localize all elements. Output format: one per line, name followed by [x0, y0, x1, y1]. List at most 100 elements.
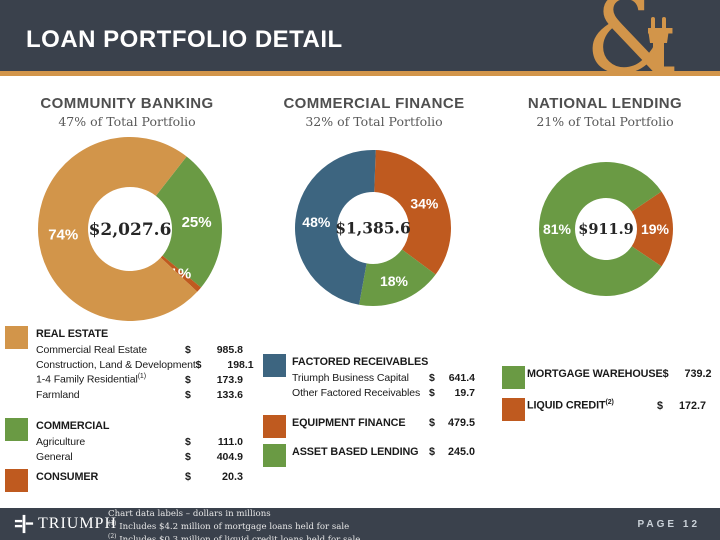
legend-group-title: MORTGAGE WAREHOUSE: [527, 367, 663, 380]
currency-symbol: $: [195, 358, 202, 371]
donut-segment-commercial: [155, 156, 222, 288]
legend-swatch-liquid-credit: [502, 398, 525, 421]
donut-center-total: $911.9: [578, 221, 634, 238]
segment-percent-label: 34%: [410, 195, 439, 211]
currency-symbol: $: [657, 399, 664, 412]
donut-center-total: $2,027.6: [89, 220, 172, 240]
legend-swatch-consumer: [5, 469, 28, 492]
legend-item-label: Agriculture: [36, 435, 86, 448]
legend-item-label: Triumph Business Capital: [292, 371, 409, 384]
footnote-marker: (2): [605, 399, 614, 407]
legend-item-value: 20.3: [221, 470, 243, 483]
legend-item-label: 1-4 Family Residential(1): [36, 373, 146, 386]
donut-segment-asset-based-lending: [359, 249, 436, 307]
triumph-cross-icon: [14, 514, 34, 534]
legend-group-consumer: CONSUMER $ 20.3: [5, 468, 245, 492]
legend-swatch-factored-receivables: [263, 354, 286, 377]
currency-symbol: $: [185, 388, 191, 401]
donut-segment-equipment-finance: [374, 150, 451, 275]
column-subtitle-community-banking: 47% of Total Portfolio: [58, 114, 196, 129]
legend-group-title: COMMERCIAL: [36, 419, 110, 432]
currency-symbol: $: [185, 470, 192, 483]
legend-row: General $ 404.9: [36, 449, 243, 464]
donut-segment-liquid-credit: [631, 191, 673, 267]
legend-header-row: REAL ESTATE: [36, 325, 243, 342]
column-title-community-banking: COMMUNITY BANKING: [40, 95, 214, 112]
donut-chart-community-banking: 25% 1% 74% $2,027.6: [36, 135, 224, 323]
legend-item-value: 198.1: [227, 358, 254, 371]
currency-symbol: $: [185, 373, 191, 386]
legend-group-title: ASSET BASED LENDING: [292, 445, 419, 458]
legend-swatch-asset-based-lending: [263, 444, 286, 467]
donut-chart-commercial-finance: 34% 18% 48% $1,385.6: [293, 148, 453, 308]
legend-item-value: 133.6: [216, 388, 243, 401]
currency-symbol: $: [185, 343, 191, 356]
legend-group-asset-based-lending: ASSET BASED LENDING $ 245.0: [263, 443, 475, 467]
legend-row: 1-4 Family Residential(1) $ 173.9: [36, 372, 243, 387]
legend-group-title: REAL ESTATE: [36, 327, 109, 340]
legend-item-label: Commercial Real Estate: [36, 343, 148, 356]
legend-item-label: Construction, Land & Development: [36, 358, 196, 371]
legend-header-row: EQUIPMENT FINANCE $ 479.5: [292, 414, 475, 431]
legend-header-row: ASSET BASED LENDING $ 245.0: [292, 443, 475, 460]
legend-item-label: Farmland: [36, 388, 80, 401]
legend-item-value: 111.0: [217, 435, 243, 448]
segment-percent-label: 74%: [48, 227, 78, 244]
legend-group-liquid-credit: LIQUID CREDIT(2) $ 172.7: [502, 397, 706, 421]
legend-item-value: 479.5: [447, 416, 475, 429]
segment-percent-label: 48%: [302, 214, 331, 230]
triumph-logo: TRIUMPH: [14, 514, 117, 534]
segment-percent-label: 81%: [543, 221, 572, 237]
donut-segment-real-estate: [38, 136, 198, 321]
legend-item-label: Other Factored Receivables: [292, 386, 421, 399]
footnote-1: (1) Includes $4.2 million of mortgage lo…: [108, 520, 350, 533]
header-bar: LOAN PORTFOLIO DETAIL &: [0, 0, 720, 89]
page-number: PAGE 12: [637, 519, 700, 530]
footnotes: Chart data labels – dollars in millions …: [108, 509, 360, 540]
legend-item-value: 739.2: [684, 367, 712, 380]
legend-swatch-equipment-finance: [263, 415, 286, 438]
currency-symbol: $: [185, 450, 191, 463]
accent-divider: [0, 71, 720, 76]
column-subtitle-commercial-finance: 32% of Total Portfolio: [305, 114, 443, 129]
legend-row: Agriculture $ 111.0: [36, 434, 243, 449]
column-subtitle-national-lending: 21% of Total Portfolio: [536, 114, 674, 129]
legend-swatch-real-estate: [5, 326, 28, 349]
legend-swatch-commercial: [5, 418, 28, 441]
donut-segment-mortgage-warehouse: [538, 161, 662, 296]
legend-row: Other Factored Receivables $ 19.7: [292, 385, 475, 400]
currency-symbol: $: [662, 367, 669, 380]
legend-item-value: 641.4: [448, 371, 475, 384]
currency-symbol: $: [429, 416, 436, 429]
legend-item-value: 173.9: [216, 373, 243, 386]
legend-item-value: 985.8: [216, 343, 243, 356]
legend-group-equipment-finance: EQUIPMENT FINANCE $ 479.5: [263, 414, 475, 438]
segment-percent-label: 18%: [380, 273, 409, 289]
legend-header-row: CONSUMER $ 20.3: [36, 468, 243, 485]
column-title-commercial-finance: COMMERCIAL FINANCE: [283, 95, 465, 112]
power-plug-icon: [648, 17, 669, 75]
currency-symbol: $: [429, 386, 435, 399]
legend-row: Commercial Real Estate $ 985.8: [36, 342, 243, 357]
footnote-units: Chart data labels – dollars in millions: [108, 509, 271, 519]
segment-percent-label: 19%: [641, 221, 670, 237]
legend-header-row: FACTORED RECEIVABLES: [292, 353, 475, 370]
donut-chart-national-lending: 19% 81% $911.9: [537, 160, 675, 298]
legend-item-value: 172.7: [678, 399, 706, 412]
legend-group-factored-receivables: FACTORED RECEIVABLES Triumph Business Ca…: [263, 353, 475, 400]
legend-group-title: CONSUMER: [36, 470, 99, 483]
footer-bar: TRIUMPH Chart data labels – dollars in m…: [0, 508, 720, 540]
legend-header-row: LIQUID CREDIT(2) $ 172.7: [527, 397, 706, 414]
currency-symbol: $: [185, 435, 191, 448]
legend-swatch-mortgage-warehouse: [502, 366, 525, 389]
legend-group-title: FACTORED RECEIVABLES: [292, 355, 429, 368]
legend-header-row: MORTGAGE WAREHOUSE $ 739.2: [527, 365, 712, 382]
segment-percent-label: 25%: [182, 214, 212, 231]
donut-segment-consumer: [160, 255, 202, 292]
legend-group-real-estate: REAL ESTATE Commercial Real Estate $ 985…: [5, 325, 254, 402]
legend-header-row: COMMERCIAL: [36, 417, 243, 434]
legend-group-commercial: COMMERCIAL Agriculture $ 111.0 General $…: [5, 417, 245, 464]
legend-item-label: General: [36, 450, 73, 463]
legend-group-title: EQUIPMENT FINANCE: [292, 416, 406, 429]
legend-item-value: 245.0: [447, 445, 475, 458]
